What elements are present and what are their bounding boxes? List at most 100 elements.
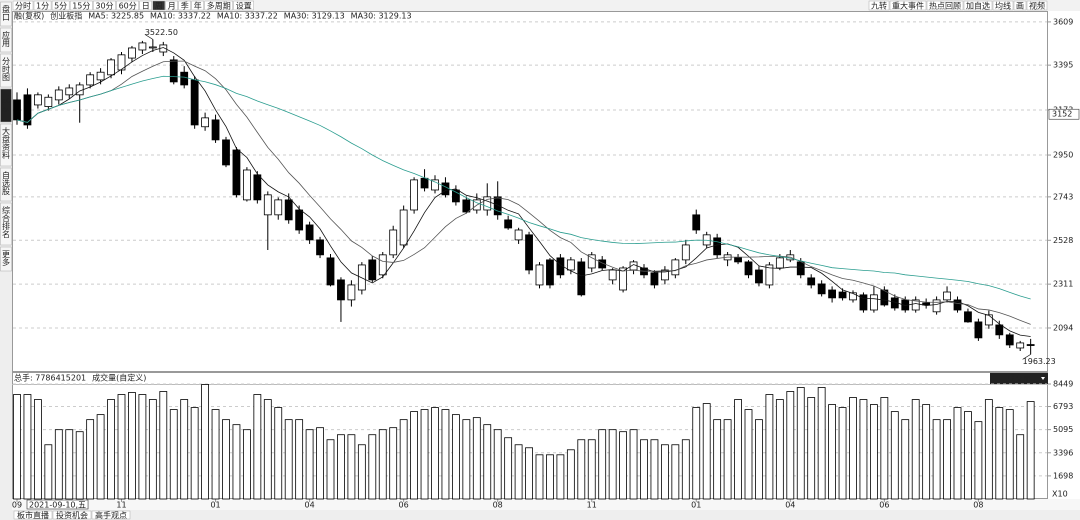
y-tick-label: 2743	[1053, 192, 1073, 201]
candle-body	[107, 59, 115, 76]
toolbar-button-label[interactable]: 30分	[95, 1, 113, 10]
bottom-tab-label[interactable]: 投资机会	[56, 510, 88, 520]
sidebar-tab-label[interactable]: 综合排名	[2, 205, 11, 239]
sidebar-tab-label[interactable]: 分时图	[2, 57, 11, 82]
sidebar-tab[interactable]	[0, 1, 12, 27]
toolbar-button[interactable]	[191, 0, 204, 11]
candle-body	[1005, 334, 1014, 346]
volume-bar	[598, 429, 607, 500]
volume-bar	[807, 397, 816, 500]
sidebar-tab[interactable]	[0, 123, 12, 167]
toolbar-button[interactable]	[1026, 0, 1048, 11]
toolbar-button[interactable]	[165, 0, 178, 11]
toolbar-button[interactable]	[93, 0, 116, 11]
candle-body	[943, 291, 951, 301]
y-tick-label: 1698	[1053, 471, 1073, 480]
toolbar-button[interactable]	[152, 0, 165, 11]
indicator-selector-label[interactable]: 成交量	[1007, 373, 1031, 383]
top-toolbar	[0, 0, 1080, 11]
sidebar-tab-label[interactable]: 应用	[2, 30, 11, 48]
annotation-leader	[1022, 354, 1031, 360]
sidebar-tab-label[interactable]: 自选股	[2, 170, 11, 196]
volume-bar	[274, 407, 283, 500]
toolbar-button-label[interactable]: 5分	[54, 1, 67, 10]
volume-bar	[148, 399, 157, 500]
toolbar-button[interactable]	[963, 0, 993, 11]
bottom-tab[interactable]	[13, 510, 53, 520]
toolbar-button-label[interactable]: 季	[181, 0, 189, 10]
toolbar-button-label[interactable]: 设置	[236, 0, 252, 10]
toolbar-button-label[interactable]: 月	[168, 1, 176, 10]
volume-bar	[1016, 434, 1025, 500]
ma-line	[16, 75, 1031, 300]
volume-bar	[399, 419, 408, 500]
toolbar-button-label[interactable]: 周	[155, 1, 163, 10]
toolbar-button-label[interactable]: 分时	[15, 0, 31, 10]
candle-body	[368, 259, 377, 281]
toolbar-button-label[interactable]: 加自选	[966, 0, 990, 10]
volume-bar	[190, 407, 199, 500]
sidebar-tab[interactable]	[0, 246, 12, 272]
toolbar-button-label[interactable]: 1分	[36, 1, 49, 10]
candle-body	[535, 264, 544, 286]
toolbar-button[interactable]	[926, 0, 964, 11]
candle-body	[232, 149, 241, 196]
bottom-tab-label[interactable]: 高手观点	[95, 510, 127, 520]
sidebar-tab-label[interactable]: 更多	[2, 250, 11, 267]
bottom-tab-label[interactable]: 板市直播	[17, 510, 49, 520]
x-tick-label: 01	[691, 501, 701, 510]
bottom-tab[interactable]	[52, 510, 92, 520]
sidebar-tab-label[interactable]: 大盘资料	[2, 126, 11, 160]
candle-body	[13, 99, 21, 121]
toolbar-button[interactable]	[1013, 0, 1027, 11]
sidebar-tab-label[interactable]: K线图	[2, 92, 11, 114]
toolbar-button-label[interactable]: 多周期	[207, 0, 231, 10]
toolbar-button[interactable]	[116, 0, 139, 11]
sidebar-tab-label[interactable]: 盘口	[2, 4, 11, 21]
bottom-tab[interactable]	[91, 510, 131, 520]
volume-bar	[713, 419, 722, 500]
candle-body	[337, 279, 345, 301]
volume-bar	[54, 429, 63, 500]
volume-bar	[211, 409, 220, 500]
indicator-selector[interactable]	[990, 373, 1048, 384]
toolbar-button[interactable]	[139, 0, 152, 11]
toolbar-button[interactable]	[178, 0, 191, 11]
toolbar-button-label[interactable]: 均线	[995, 0, 1011, 10]
volume-bar	[13, 394, 21, 500]
candle-body	[295, 209, 304, 231]
toolbar-button[interactable]	[233, 0, 254, 11]
sidebar-tab[interactable]	[0, 53, 12, 88]
toolbar-button[interactable]	[33, 0, 52, 11]
candle-body	[1016, 342, 1025, 349]
sidebar-tab[interactable]	[0, 27, 12, 53]
dropdown-arrow[interactable]	[1041, 377, 1045, 380]
toolbar-button[interactable]	[69, 0, 93, 11]
sidebar-tab[interactable]	[0, 88, 12, 123]
toolbar-button-label[interactable]: 重大事件	[892, 0, 924, 10]
candle-body	[54, 89, 63, 101]
toolbar-button-label[interactable]: 视频	[1029, 0, 1045, 10]
candle-body	[859, 294, 868, 311]
y-tick-label: 2950	[1053, 151, 1073, 160]
toolbar-button-label[interactable]: 九转	[871, 0, 887, 10]
x-tick-label: 06	[879, 501, 889, 510]
toolbar-button-label[interactable]: 15分	[72, 1, 90, 10]
volume-bar	[650, 439, 659, 500]
toolbar-button[interactable]	[12, 0, 34, 11]
annotation-leader	[144, 34, 154, 40]
toolbar-button-label[interactable]: 日	[142, 1, 150, 10]
volume-bar	[556, 454, 565, 500]
toolbar-button[interactable]	[868, 0, 890, 11]
toolbar-button-label[interactable]: 热点回顾	[929, 0, 961, 10]
sidebar-tab[interactable]	[0, 167, 12, 202]
toolbar-button[interactable]	[204, 0, 233, 11]
sidebar-tab[interactable]	[0, 202, 12, 246]
toolbar-button-label[interactable]: 画	[1016, 1, 1024, 10]
toolbar-button[interactable]	[992, 0, 1014, 11]
toolbar-button[interactable]	[889, 0, 927, 11]
toolbar-button[interactable]	[51, 0, 70, 11]
volume-bar	[911, 399, 920, 500]
toolbar-button-label[interactable]: 60分	[119, 1, 137, 10]
toolbar-button-label[interactable]: 年	[194, 0, 202, 10]
